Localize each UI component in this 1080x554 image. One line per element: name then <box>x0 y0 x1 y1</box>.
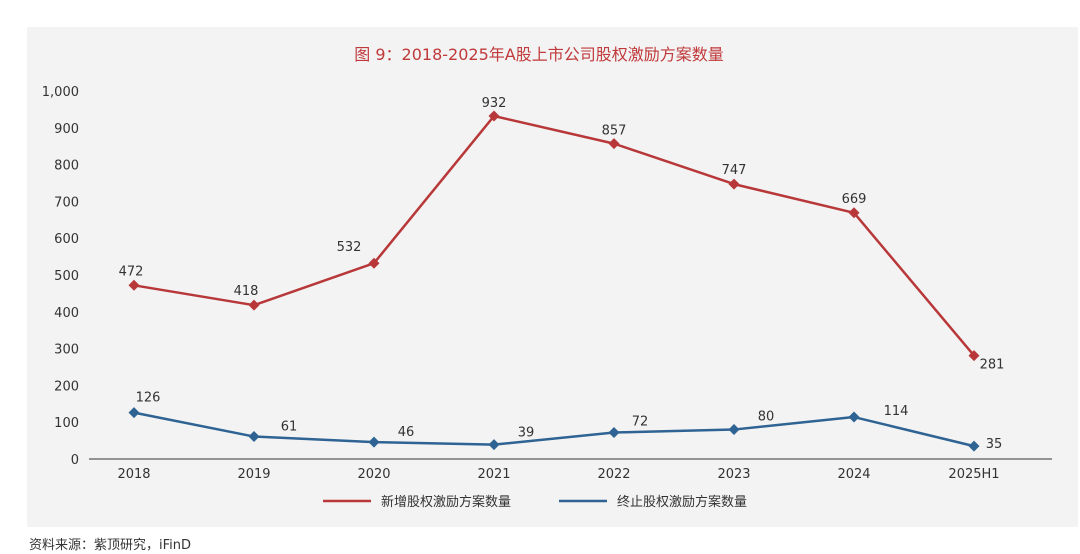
data-point-marker <box>728 424 740 436</box>
data-label: 747 <box>722 163 747 178</box>
y-tick-label: 1,000 <box>42 85 79 100</box>
y-tick-label: 600 <box>54 232 79 247</box>
y-tick-label: 800 <box>54 159 79 174</box>
data-label: 418 <box>234 284 259 299</box>
data-point-marker <box>848 411 860 423</box>
data-point-marker <box>968 350 980 362</box>
data-point-marker <box>968 440 980 452</box>
data-point-marker <box>848 207 860 219</box>
data-point-marker <box>488 110 500 122</box>
data-label: 669 <box>842 192 867 207</box>
y-tick-label: 0 <box>71 453 79 468</box>
x-tick-label: 2023 <box>717 467 750 482</box>
x-tick-label: 2021 <box>477 467 510 482</box>
data-point-marker <box>368 436 380 448</box>
data-point-marker <box>728 178 740 190</box>
y-tick-label: 700 <box>54 195 79 210</box>
data-label: 532 <box>337 240 362 255</box>
data-label: 126 <box>136 391 161 406</box>
data-point-marker <box>248 299 260 311</box>
data-label: 857 <box>602 124 627 139</box>
legend-label: 新增股权激励方案数量 <box>381 494 511 510</box>
x-tick-label: 2018 <box>117 467 150 482</box>
data-label: 46 <box>398 425 415 440</box>
data-label: 472 <box>119 264 144 279</box>
source-note: 资料来源：紫顶研究，iFinD <box>29 538 192 553</box>
data-label: 932 <box>482 96 507 111</box>
x-tick-label: 2022 <box>597 467 630 482</box>
chart-panel: 图 9：2018-2025年A股上市公司股权激励方案数量 0 100 200 300 4… <box>27 27 1078 527</box>
chart-title: 图 9：2018-2025年A股上市公司股权激励方案数量 <box>354 45 723 64</box>
data-point-marker <box>488 439 500 451</box>
data-point-marker <box>608 427 620 439</box>
x-tick-label: 2019 <box>237 467 270 482</box>
x-tick-label: 2025H1 <box>948 467 999 482</box>
data-label: 35 <box>986 437 1003 452</box>
y-tick-label: 200 <box>54 379 79 394</box>
data-label: 114 <box>884 404 909 419</box>
data-point-marker <box>608 138 620 150</box>
x-tick-label: 2020 <box>357 467 390 482</box>
series-line <box>133 114 975 357</box>
data-point-marker <box>248 431 260 443</box>
series-line <box>133 411 975 448</box>
y-tick-label: 500 <box>54 269 79 284</box>
data-label: 39 <box>518 426 535 441</box>
y-tick-label: 300 <box>54 343 79 358</box>
y-tick-label: 400 <box>54 306 79 321</box>
data-label: 72 <box>632 415 649 430</box>
data-label: 80 <box>758 410 775 425</box>
y-tick-label: 900 <box>54 122 79 137</box>
y-tick-label: 100 <box>54 416 79 431</box>
line-chart: 图 9：2018-2025年A股上市公司股权激励方案数量 0 100 200 300 4… <box>42 45 1052 510</box>
x-tick-label: 2024 <box>837 467 870 482</box>
data-point-marker <box>128 279 140 291</box>
data-point-marker <box>368 257 380 269</box>
legend-label: 终止股权激励方案数量 <box>617 494 747 510</box>
data-label: 61 <box>281 420 298 435</box>
data-point-marker <box>128 407 140 419</box>
data-label: 281 <box>980 358 1005 373</box>
